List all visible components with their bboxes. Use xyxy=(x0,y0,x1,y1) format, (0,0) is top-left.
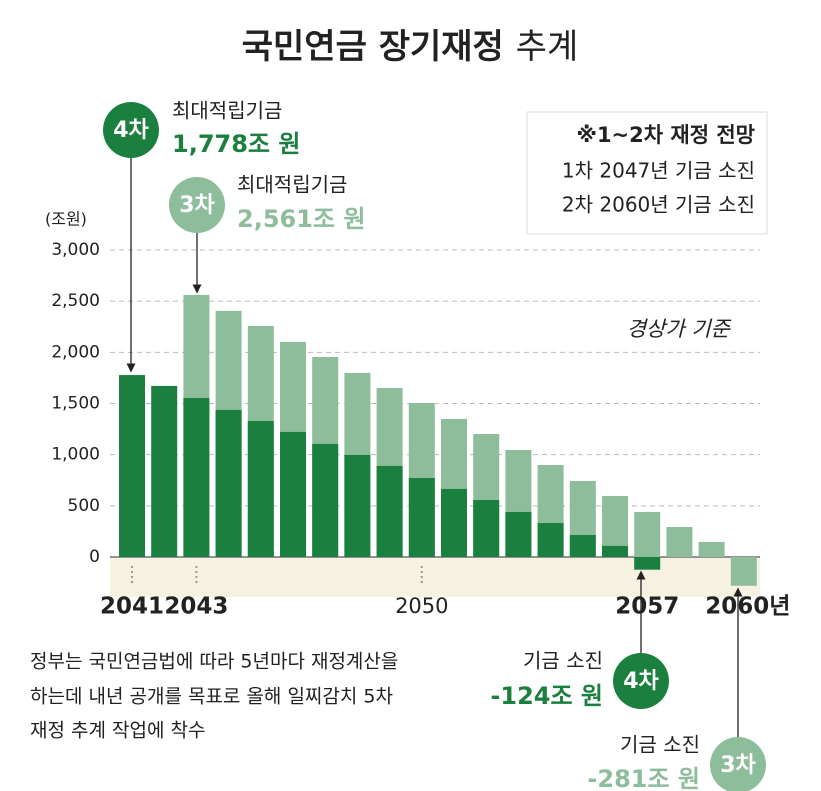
y-unit: (조원) xyxy=(45,210,87,229)
note-line: 정부는 국민연금법에 따라 5년마다 재정계산을 xyxy=(30,651,398,673)
series-badge xyxy=(710,737,766,791)
basis-note: 경상가 기준 xyxy=(627,317,732,341)
legend-label: 4차 xyxy=(113,118,149,143)
x-tick-label: 2057 xyxy=(615,594,679,620)
box-line: 1차 2047년 기금 소진 xyxy=(562,159,755,183)
note-line: 재정 추계 작업에 착수 xyxy=(30,720,205,742)
legend-label: 3차 xyxy=(720,753,756,778)
x-tick-label: 2041 xyxy=(100,594,164,620)
y-tick-label: 2,500 xyxy=(51,291,100,311)
bar xyxy=(151,385,178,557)
y-tick-label: 0 xyxy=(89,547,100,567)
info-box xyxy=(526,111,768,235)
annotation-caption: 기금 소진 xyxy=(523,649,603,673)
box-line: 2차 2060년 기금 소진 xyxy=(562,193,755,217)
bar xyxy=(441,488,467,557)
bar xyxy=(215,409,242,557)
bar xyxy=(280,431,306,557)
bar xyxy=(698,541,725,557)
bar xyxy=(376,465,403,557)
bar xyxy=(634,511,661,557)
bar xyxy=(119,375,145,557)
bar xyxy=(505,511,532,557)
value-label: -281조 원 xyxy=(587,765,700,791)
y-tick-label: 1,000 xyxy=(51,445,100,465)
bar xyxy=(183,397,210,557)
bar xyxy=(569,534,596,557)
y-tick-label: 500 xyxy=(68,496,100,516)
title-suffix: 추계 xyxy=(516,27,579,67)
value-label: 2,561조 원 xyxy=(237,205,365,233)
value-label: 1,778조 원 xyxy=(172,130,300,158)
x-tick-label: 2050 xyxy=(395,594,448,618)
annotation-caption: 최대적립기금 xyxy=(237,173,347,197)
legend-label: 3차 xyxy=(179,193,215,218)
bar xyxy=(666,527,693,557)
bar xyxy=(634,557,661,570)
chart-title: 국민연금 장기재정 추계 xyxy=(242,27,578,67)
y-tick-label: 2,000 xyxy=(51,342,100,362)
series-badge xyxy=(169,177,225,233)
bar xyxy=(602,545,628,557)
annotation-caption: 최대적립기금 xyxy=(172,99,282,123)
bar xyxy=(537,523,564,557)
bar xyxy=(247,420,274,557)
legend-label: 4차 xyxy=(623,669,659,694)
bar xyxy=(473,500,500,557)
y-tick-label: 3,000 xyxy=(51,240,100,260)
note-line: 하는데 내년 공개를 목표로 올해 일찌감치 5차 xyxy=(30,686,393,708)
bar xyxy=(408,477,435,557)
box-title: ※1~2차 재정 전망 xyxy=(577,123,755,147)
annotation-caption: 기금 소진 xyxy=(620,733,700,757)
x-tick-label: 2060년 xyxy=(705,594,790,620)
title-main: 국민연금 장기재정 xyxy=(242,27,504,67)
value-label: -124조 원 xyxy=(490,682,603,710)
series-badge xyxy=(613,653,669,709)
bar xyxy=(344,454,371,557)
bar xyxy=(312,443,339,557)
x-tick-label: 2043 xyxy=(164,594,228,620)
y-tick-label: 1,500 xyxy=(51,394,100,414)
axis-band xyxy=(110,557,760,597)
bar xyxy=(730,557,757,586)
series-badge xyxy=(103,102,159,158)
